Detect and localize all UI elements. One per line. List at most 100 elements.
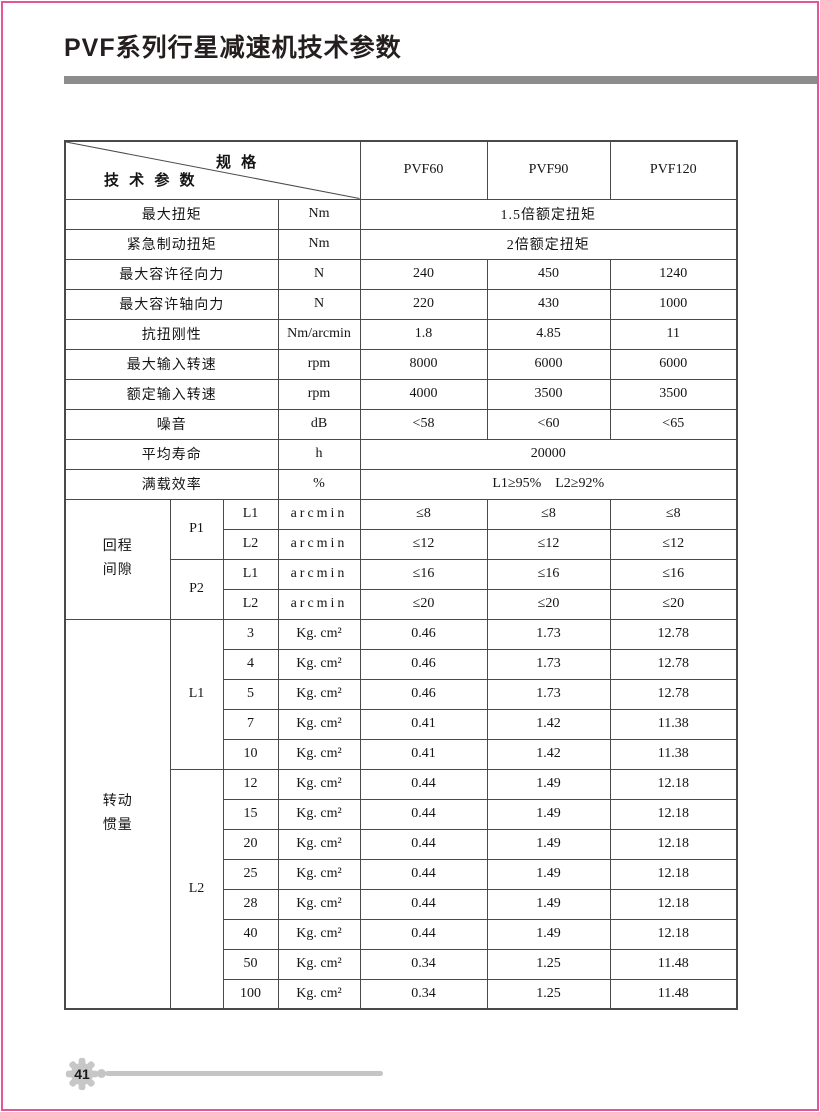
table-cell: ≤20 (609, 588, 738, 620)
table-cell: 最大容许径向力 (64, 258, 279, 290)
table-cell: rpm (277, 348, 361, 380)
corner-spec-label: 规 格 (216, 154, 260, 171)
table-cell: 0.46 (359, 618, 488, 650)
table-cell: 25 (222, 858, 279, 890)
table-cell: <58 (359, 408, 488, 440)
table-cell: 1.42 (486, 708, 611, 740)
table-row: 50 Kg. cm² 0.34 1.25 11.48 (65, 948, 738, 980)
table-cell: 12 (222, 768, 279, 800)
table-row: 抗扭刚性 Nm/arcmin 1.8 4.85 11 (64, 318, 738, 350)
table-cell: 1.25 (486, 978, 611, 1010)
table-row: 最大输入转速 rpm 8000 6000 6000 (64, 348, 738, 380)
corner-param-label: 技 术 参 数 (104, 171, 198, 189)
table-row: 回程 间隙 P1 L1 arcmin ≤8 ≤8 ≤8 (64, 498, 738, 620)
table-cell: ≤12 (609, 528, 738, 560)
diagonal-divider (66, 142, 360, 199)
spec-table-body: 最大扭矩 Nm 1.5倍额定扭矩 紧急制动扭矩 Nm 2倍额定扭矩 最大容许径向力 N 240 4… (64, 198, 738, 1010)
table-cell: 100 (222, 978, 279, 1010)
table-cell: Kg. cm² (277, 618, 361, 650)
table-cell: 1.49 (486, 858, 611, 890)
table-row: 平均寿命 h 20000 (64, 438, 738, 470)
table-cell: 1.73 (486, 648, 611, 680)
footer-rule (105, 1071, 383, 1076)
table-cell: 50 (222, 948, 279, 980)
table-cell: Kg. cm² (277, 978, 361, 1010)
table-cell: 1.49 (486, 918, 611, 950)
table-cell: Kg. cm² (277, 798, 361, 830)
table-cell: dB (277, 408, 361, 440)
table-row: L2 arcmin ≤12 ≤12 ≤12 (65, 528, 738, 560)
table-cell: 额定输入转速 (64, 378, 279, 410)
table-cell: 28 (222, 888, 279, 920)
table-row: 10 Kg. cm² 0.41 1.42 11.38 (65, 738, 738, 770)
table-cell: 12.18 (609, 828, 738, 860)
table-cell: Kg. cm² (277, 918, 361, 950)
table-cell: Nm (277, 228, 361, 260)
table-cell: 12.18 (609, 918, 738, 950)
table-cell: L1≥95% L2≥92% (359, 468, 738, 500)
table-cell: h (277, 438, 361, 470)
table-cell: 7 (222, 708, 279, 740)
table-cell: 抗扭刚性 (64, 318, 279, 350)
table-row: 噪音 dB <58 <60 <65 (64, 408, 738, 440)
table-cell: 转动 惯量 (64, 618, 171, 1010)
table-cell: ≤12 (359, 528, 488, 560)
table-cell: 1.25 (486, 948, 611, 980)
table-cell: <65 (609, 408, 738, 440)
table-cell: arcmin (277, 588, 361, 620)
table-cell: 0.46 (359, 678, 488, 710)
page-number-gear: 41 (65, 1057, 99, 1091)
table-cell: 12.18 (609, 888, 738, 920)
table-cell: Nm (277, 198, 361, 230)
table-cell: 0.44 (359, 828, 488, 860)
table-cell: P2 (169, 558, 224, 620)
table-cell: 回程 间隙 (64, 498, 171, 620)
table-cell: 0.46 (359, 648, 488, 680)
table-cell: ≤8 (609, 498, 738, 530)
table-cell: 0.34 (359, 948, 488, 980)
table-cell: 1000 (609, 288, 738, 320)
table-cell: 40 (222, 918, 279, 950)
table-cell: 2倍额定扭矩 (359, 228, 738, 260)
table-row: 转动 惯量 L1 3 Kg. cm² 0.46 1.73 12.78 (64, 618, 738, 1010)
table-cell: 3 (222, 618, 279, 650)
spec-table: 规 格 技 术 参 数 PVF60 PVF90 PVF120 最大扭矩 Nm 1.5… (64, 140, 738, 1010)
table-cell: 0.44 (359, 798, 488, 830)
table-cell: 1.49 (486, 828, 611, 860)
table-row: 15 Kg. cm² 0.44 1.49 12.18 (65, 798, 738, 830)
table-cell: arcmin (277, 498, 361, 530)
table-cell: ≤16 (359, 558, 488, 590)
table-cell: 1.49 (486, 798, 611, 830)
table-cell: 最大容许轴向力 (64, 288, 279, 320)
table-cell: 240 (359, 258, 488, 290)
table-cell: Kg. cm² (277, 828, 361, 860)
table-cell: 1.49 (486, 768, 611, 800)
table-cell: 最大扭矩 (64, 198, 279, 230)
table-header-row: 规 格 技 术 参 数 PVF60 PVF90 PVF120 (64, 140, 738, 200)
table-cell: Kg. cm² (277, 888, 361, 920)
table-cell: Nm/arcmin (277, 318, 361, 350)
table-cell: 12.18 (609, 768, 738, 800)
table-cell: P1 (169, 498, 224, 560)
table-cell: L1 (222, 498, 279, 530)
table-cell: 1.8 (359, 318, 488, 350)
table-cell: 11.48 (609, 948, 738, 980)
table-cell: ≤8 (486, 498, 611, 530)
table-cell: 450 (486, 258, 611, 290)
table-cell: N (277, 258, 361, 290)
table-cell: 430 (486, 288, 611, 320)
table-cell: arcmin (277, 558, 361, 590)
table-cell: 0.44 (359, 888, 488, 920)
table-cell: 11.38 (609, 738, 738, 770)
table-cell: 12.78 (609, 648, 738, 680)
table-row: 4 Kg. cm² 0.46 1.73 12.78 (65, 648, 738, 680)
table-cell: 20 (222, 828, 279, 860)
table-cell: 4000 (359, 378, 488, 410)
table-cell: 10 (222, 738, 279, 770)
column-header-pvf120: PVF120 (609, 140, 738, 200)
gear-icon (65, 1057, 99, 1091)
table-cell: Kg. cm² (277, 948, 361, 980)
table-cell: 1.73 (486, 618, 611, 650)
table-row: 100 Kg. cm² 0.34 1.25 11.48 (65, 978, 738, 1010)
table-row: 最大容许径向力 N 240 450 1240 (64, 258, 738, 290)
